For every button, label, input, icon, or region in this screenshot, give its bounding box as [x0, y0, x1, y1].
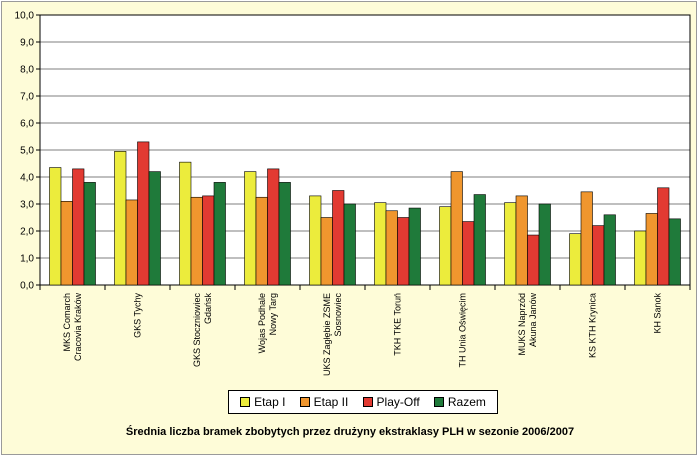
x-tick-label: KS KTH Krynica	[588, 293, 598, 358]
bar	[450, 171, 463, 286]
legend-swatch	[362, 397, 373, 407]
bar	[603, 214, 616, 286]
x-tick-label-line: GKS Tychy	[133, 293, 143, 338]
legend-item: Etap I	[240, 395, 285, 409]
legend-item: Etap II	[299, 395, 349, 409]
bar	[592, 225, 605, 286]
bar	[408, 207, 421, 286]
legend-label: Etap I	[254, 395, 286, 409]
x-tick-label-line: KH Sanok	[653, 293, 663, 334]
y-tick-label: 5,0	[20, 146, 34, 157]
x-axis-labels: MKS Comarch Cracovia Kraków GKS Tychy GKS S…	[62, 293, 663, 377]
bar	[320, 217, 333, 286]
legend-item: Razem	[433, 395, 486, 409]
bar	[137, 141, 150, 286]
x-tick-label-line: GKS Stoczniowiec	[192, 293, 202, 368]
bar	[515, 195, 528, 286]
y-tick-label: 6,0	[20, 119, 34, 130]
bar	[49, 167, 62, 286]
bar	[397, 217, 410, 286]
bar	[538, 203, 551, 286]
x-tick-label: MKS Comarch Cracovia Kraków	[62, 293, 83, 362]
bars	[49, 141, 681, 286]
bar	[309, 195, 322, 286]
y-tick-label: 3,0	[20, 200, 34, 211]
bar	[278, 182, 291, 286]
x-tick-label-line: MUKS Naprzód	[517, 293, 527, 356]
bar	[645, 213, 658, 286]
bar	[374, 202, 387, 286]
x-tick-label-line: Sosnowiec	[333, 293, 343, 337]
x-tick-label: TKH TKE Toruń	[393, 293, 403, 356]
bar	[267, 168, 280, 286]
bar	[255, 196, 268, 286]
y-tick-label: 8,0	[20, 65, 34, 76]
bar	[473, 194, 486, 286]
bar	[125, 199, 138, 286]
x-tick-label: KH Sanok	[653, 293, 663, 334]
bar	[83, 182, 96, 286]
legend-swatch	[433, 397, 444, 407]
y-axis-ticks: 0,0 1,0 2,0 3,0 4,0 5,0 6,0 7,0 8,0 9,0 10,0	[15, 11, 35, 292]
y-tick-label: 4,0	[20, 173, 34, 184]
bar	[190, 196, 203, 286]
x-tick-label-line: Akuna Janów	[528, 293, 538, 348]
y-tick-label: 10,0	[15, 11, 35, 22]
y-tick-label: 9,0	[20, 38, 34, 49]
legend-item: Play-Off	[362, 395, 420, 409]
x-tick-label-line: MKS Comarch	[62, 293, 72, 352]
x-tick-label-line: TH Unia Oświęcim	[458, 293, 468, 368]
legend-label: Play-Off	[376, 395, 420, 409]
legend-label: Etap II	[313, 395, 349, 409]
bar	[179, 161, 192, 286]
bar	[504, 202, 517, 286]
bar	[439, 206, 452, 286]
bar	[462, 221, 475, 286]
bar	[580, 191, 593, 286]
legend: Etap I Etap II Play-Off Razem	[228, 390, 498, 414]
x-tick-label-line: UKS Zagłębie ZSME	[322, 293, 332, 376]
x-tick-label: TH Unia Oświęcim	[458, 293, 468, 368]
bar	[634, 230, 647, 286]
y-tick-label: 2,0	[20, 227, 34, 238]
y-tick-label: 7,0	[20, 92, 34, 103]
bar	[244, 171, 257, 286]
bar	[657, 187, 670, 286]
bar	[668, 218, 681, 286]
y-tick-label: 1,0	[20, 254, 34, 265]
x-tick-label: GKS Tychy	[133, 293, 143, 338]
legend-swatch	[299, 397, 310, 407]
legend-label: Razem	[447, 395, 486, 409]
bar	[527, 234, 540, 286]
x-tick-label-line: Wojas Podhale	[257, 293, 267, 353]
bar	[385, 210, 398, 286]
bar	[343, 203, 356, 286]
bar	[72, 168, 85, 286]
bar	[148, 171, 161, 286]
legend-swatch	[240, 397, 251, 407]
x-tick-label-line: TKH TKE Toruń	[393, 293, 403, 356]
bar	[569, 233, 582, 286]
x-tick-label-line: KS KTH Krynica	[588, 293, 598, 358]
y-tick-label: 0,0	[20, 281, 34, 292]
chart-title: Średnia liczba bramek zbobytych przez dr…	[125, 426, 575, 438]
x-tick-label: Wojas Podhale Nowy Targ	[257, 293, 278, 353]
x-tick-label: UKS Zagłębie ZSME Sosnowiec	[322, 293, 343, 377]
bar	[332, 190, 345, 286]
bar	[114, 151, 127, 286]
bar	[213, 182, 226, 286]
x-tick-label: MUKS Naprzód Akuna Janów	[517, 293, 538, 356]
x-tick-label-line: Cracovia Kraków	[73, 293, 83, 362]
bar	[60, 201, 73, 286]
x-tick-label: GKS Stoczniowiec Gdańsk	[192, 293, 213, 368]
bar	[202, 195, 215, 286]
x-tick-label-line: Gdańsk	[203, 293, 213, 325]
x-tick-label-line: Nowy Targ	[268, 293, 278, 335]
